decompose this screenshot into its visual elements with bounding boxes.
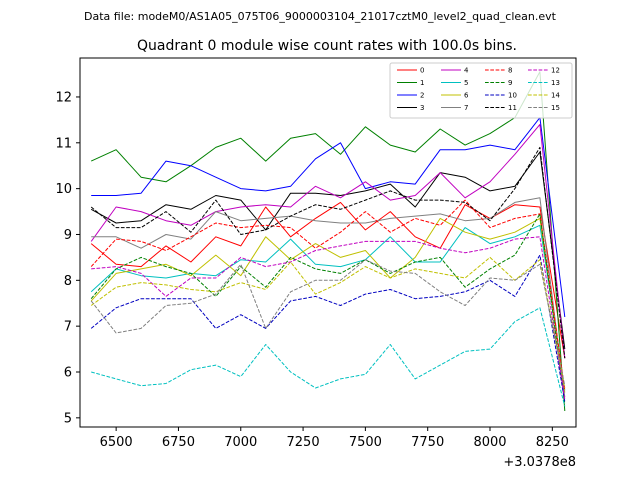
series-line-3 — [90, 151, 566, 350]
y-tick-label: 6 — [64, 365, 72, 380]
x-tick-label: 6500 — [100, 435, 133, 450]
x-tick-label: 6750 — [162, 435, 195, 450]
suptitle: Data file: modeM0/AS1A05_075T06_90000031… — [84, 10, 557, 23]
y-tick-label: 11 — [55, 136, 72, 151]
x-tick-label: 7000 — [224, 435, 257, 450]
legend-label-6: 6 — [464, 92, 469, 100]
series-line-15 — [90, 259, 566, 386]
y-tick-label: 8 — [64, 274, 72, 289]
series-line-5 — [90, 224, 566, 391]
legend-label-12: 12 — [551, 67, 560, 75]
chart-title: Quadrant 0 module wise count rates with … — [137, 38, 517, 54]
legend-label-14: 14 — [551, 92, 560, 100]
series-line-7 — [91, 197, 566, 398]
y-tick-label: 12 — [55, 90, 72, 105]
series-line-8 — [90, 199, 566, 391]
x-offset-label: +3.0378e8 — [503, 455, 576, 470]
legend-label-2: 2 — [420, 92, 424, 100]
plot-frame — [79, 57, 577, 428]
legend-label-5: 5 — [464, 79, 468, 87]
series-line-13 — [91, 307, 566, 407]
legend-frame — [389, 62, 573, 119]
x-tick-label: 7500 — [349, 435, 382, 450]
legend-label-15: 15 — [551, 104, 560, 112]
x-tick-label: 8000 — [473, 435, 506, 450]
series-line-4 — [90, 124, 566, 359]
x-tick-label: 7750 — [411, 435, 444, 450]
series-line-2 — [91, 117, 566, 318]
series-line-14 — [90, 256, 566, 389]
y-tick-label: 9 — [64, 228, 72, 243]
legend-label-1: 1 — [420, 79, 424, 87]
legend-label-9: 9 — [508, 79, 512, 87]
y-tick-label: 10 — [55, 182, 72, 197]
legend-label-7: 7 — [464, 104, 468, 112]
series-line-6 — [90, 217, 566, 393]
series-lines — [90, 71, 566, 412]
series-line-11 — [90, 146, 566, 359]
x-axis-ticks: 6500 6750 7000 7250 7500 7750 8000 8250 — [100, 427, 569, 450]
legend-label-3: 3 — [420, 104, 424, 112]
series-line-9 — [90, 213, 566, 405]
series-line-1 — [90, 71, 566, 412]
legend-label-8: 8 — [508, 67, 512, 75]
legend-label-11: 11 — [508, 104, 517, 112]
legend-label-4: 4 — [464, 67, 469, 75]
y-tick-label: 5 — [64, 411, 72, 426]
y-tick-label: 7 — [64, 320, 72, 335]
legend-label-13: 13 — [551, 79, 560, 87]
x-tick-label: 8250 — [536, 435, 569, 450]
legend-label-10: 10 — [508, 92, 517, 100]
x-tick-label: 7250 — [287, 435, 320, 450]
series-line-12 — [91, 236, 566, 400]
legend-label-0: 0 — [420, 67, 424, 75]
y-axis-ticks: 5 6 7 8 9 10 11 12 — [55, 90, 80, 426]
